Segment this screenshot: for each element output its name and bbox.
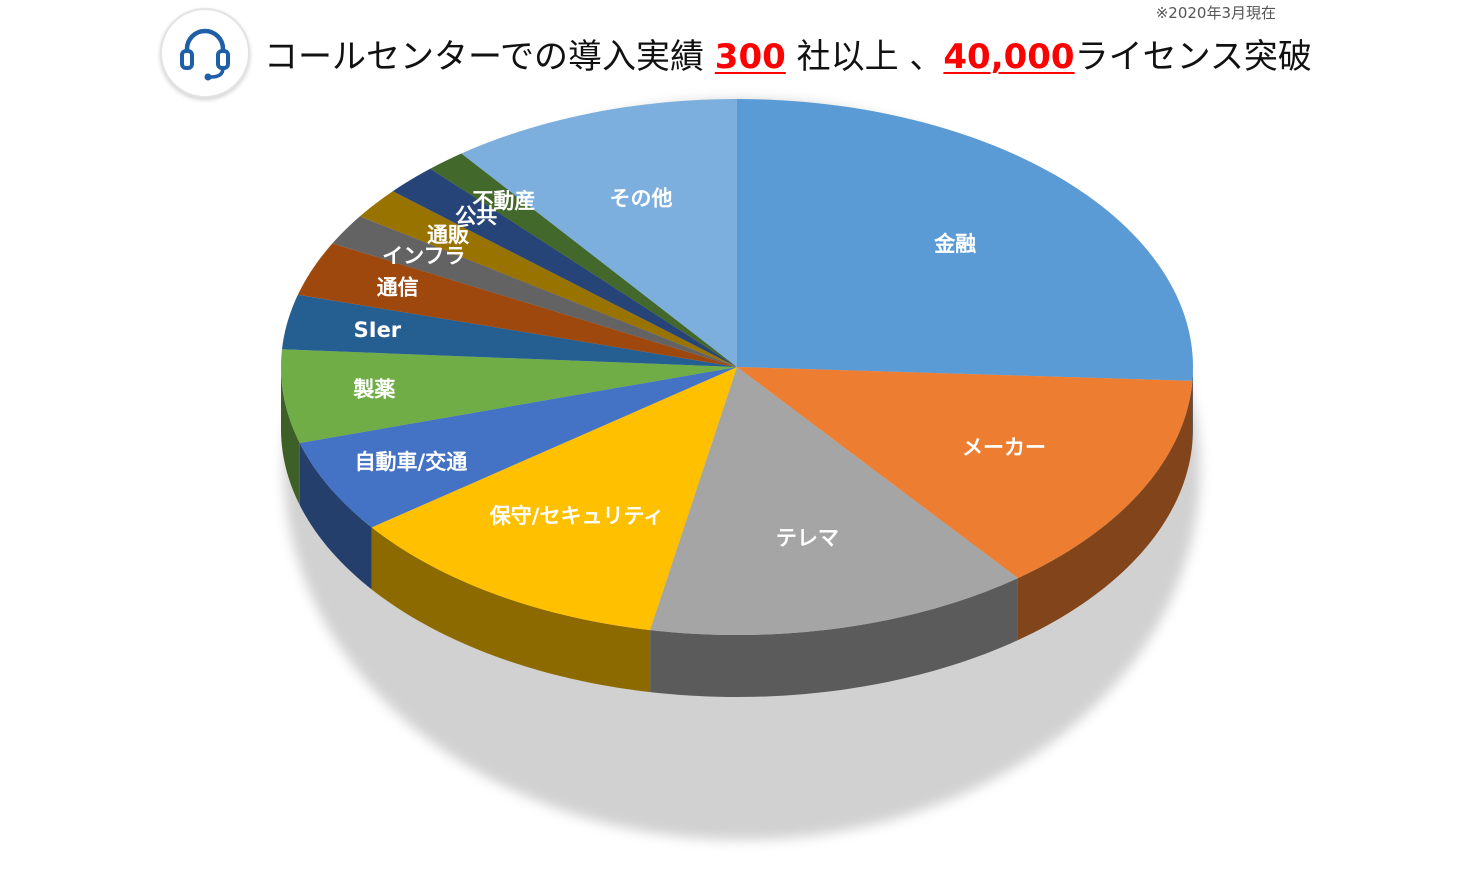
page-title: コールセンターでの導入実績 300 社以上 、40,000ライセンス突破 xyxy=(264,29,1312,78)
title-text-1: コールセンターでの導入実績 xyxy=(264,36,704,77)
title-separator: 、 xyxy=(909,36,944,77)
pie-side-1 xyxy=(1017,380,1193,641)
slice-6 xyxy=(282,294,737,367)
slice-12 xyxy=(461,99,737,367)
slice-7 xyxy=(297,243,737,367)
as-of-note: ※2020年3月現在 xyxy=(1155,4,1276,22)
slice-1 xyxy=(737,367,1193,579)
slice-label-11: 不動産 xyxy=(472,189,535,213)
slice-label-4: 自動車/交通 xyxy=(355,450,468,474)
slice-label-7: 通信 xyxy=(377,275,419,299)
slice-label-8: インフラ xyxy=(382,244,465,268)
slice-label-6: SIer xyxy=(354,318,402,342)
slice-5 xyxy=(281,349,737,444)
slice-8 xyxy=(332,216,737,367)
slice-label-5: 製薬 xyxy=(352,378,395,402)
slice-label-9: 通販 xyxy=(427,223,470,247)
slice-label-1: メーカー xyxy=(962,436,1046,460)
page-header: コールセンターでの導入実績 300 社以上 、40,000ライセンス突破 xyxy=(160,8,1312,98)
title-text-2: 社以上 xyxy=(796,36,899,77)
headset-icon xyxy=(160,8,250,98)
title-text-3: ライセンス突破 xyxy=(1074,36,1312,77)
pie-side-5 xyxy=(281,367,300,506)
pie-side-0 xyxy=(1192,367,1193,443)
slice-0 xyxy=(737,99,1193,381)
slice-11 xyxy=(430,153,737,367)
slice-10 xyxy=(392,168,737,367)
slice-label-0: 金融 xyxy=(933,232,976,256)
slice-2 xyxy=(650,367,1018,635)
slice-label-3: 保守/セキュリティ xyxy=(489,504,664,528)
license-count: 40,000 xyxy=(943,36,1075,77)
slice-4 xyxy=(299,367,737,528)
pie-side-2 xyxy=(650,578,1018,697)
pie-side-4 xyxy=(299,443,372,590)
slice-label-10: 公共 xyxy=(455,204,497,228)
slice-label-2: テレマ xyxy=(776,526,839,550)
slice-label-12: その他 xyxy=(610,186,673,210)
slice-9 xyxy=(359,191,737,367)
company-count: 300 xyxy=(714,36,786,77)
pie-sides xyxy=(281,367,1193,697)
pie-side-3 xyxy=(371,527,651,693)
pie-top xyxy=(281,99,1193,635)
slice-3 xyxy=(371,367,737,631)
